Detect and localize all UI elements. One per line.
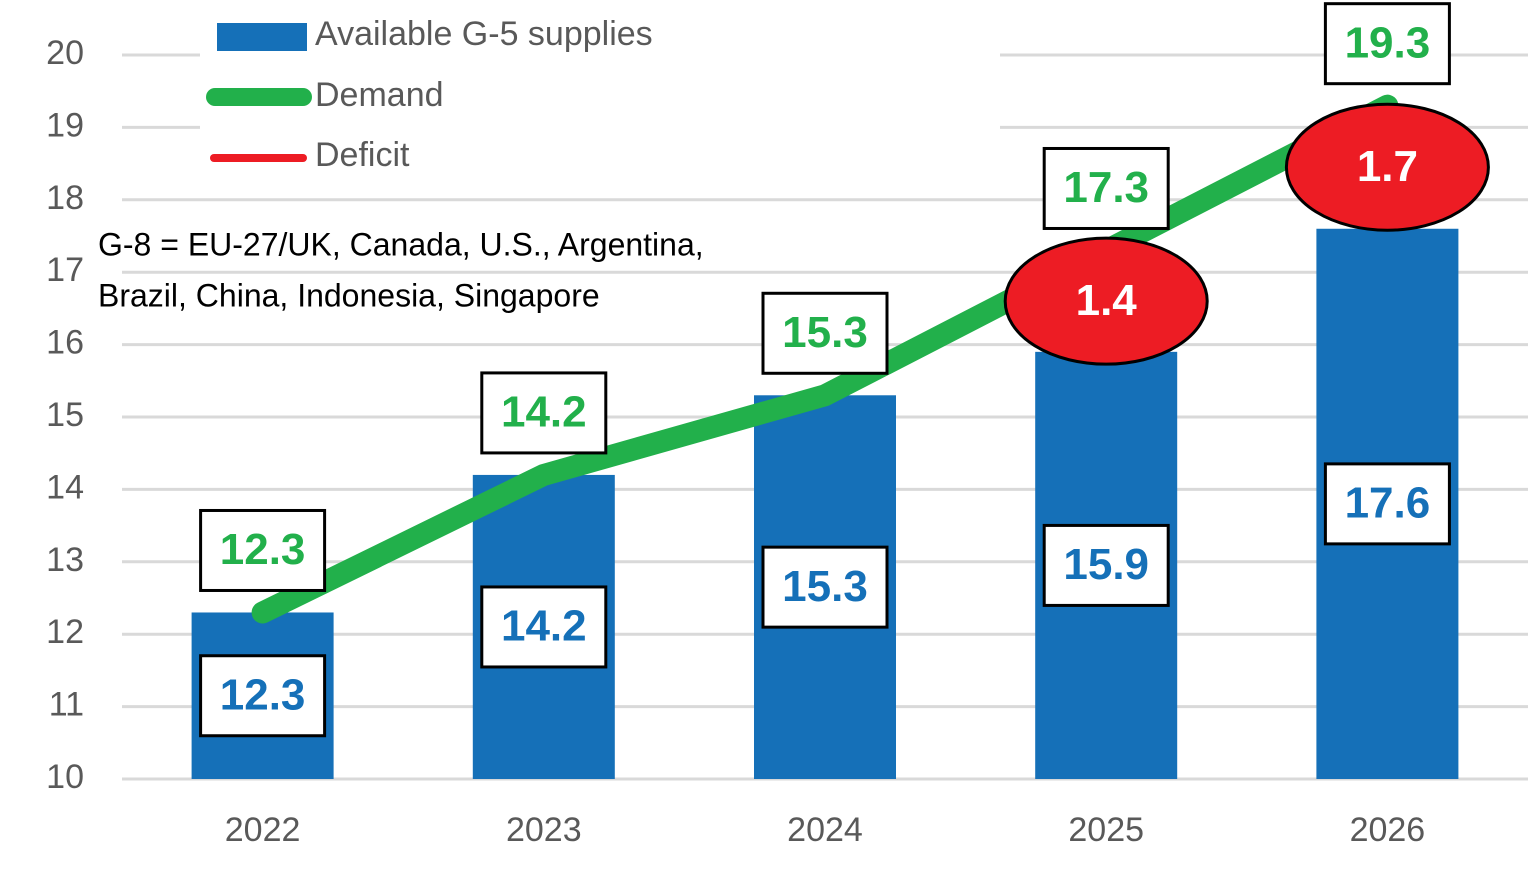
legend-background — [200, 0, 1000, 135]
value-label: 15.3 — [782, 562, 868, 611]
legend-label: Available G-5 supplies — [315, 15, 653, 53]
x-tick-label: 2025 — [1068, 811, 1144, 849]
deficit-marker — [1003, 236, 1209, 366]
deficit-marker — [1284, 102, 1490, 232]
label-box — [480, 585, 608, 669]
label-box — [199, 508, 327, 592]
legend-label: Demand — [315, 76, 444, 114]
value-label: 15.3 — [782, 308, 868, 357]
label-box — [199, 654, 327, 738]
label-box — [1042, 146, 1170, 230]
value-label: 15.9 — [1063, 540, 1149, 589]
legend-swatch — [217, 23, 307, 51]
value-label: 17.3 — [1063, 163, 1149, 212]
y-tick-label: 15 — [46, 396, 84, 434]
value-label: 12.3 — [220, 525, 306, 574]
y-tick-label: 17 — [46, 251, 84, 289]
x-tick-label: 2024 — [787, 811, 863, 849]
x-tick-label: 2023 — [506, 811, 582, 849]
y-tick-label: 19 — [46, 106, 84, 144]
y-tick-label: 20 — [46, 34, 84, 72]
value-label: 1.4 — [1076, 276, 1138, 325]
label-box — [480, 371, 608, 455]
demand-line — [251, 94, 1399, 624]
y-tick-label: 12 — [46, 613, 84, 651]
label-box — [761, 545, 889, 629]
label-box — [1323, 2, 1451, 86]
annotation: G-8 = EU-27/UK, Canada, U.S., Argentina, — [98, 226, 704, 262]
legend-label: Deficit — [315, 136, 410, 174]
y-tick-label: 16 — [46, 324, 84, 362]
value-label: 17.6 — [1345, 479, 1431, 528]
value-label: 14.2 — [501, 388, 587, 437]
value-label: 12.3 — [220, 670, 306, 719]
y-tick-label: 11 — [49, 686, 84, 724]
y-tick-label: 10 — [46, 758, 84, 796]
y-tick-label: 14 — [46, 468, 84, 506]
y-tick-label: 13 — [46, 541, 84, 579]
x-tick-label: 2022 — [225, 811, 301, 849]
label-box — [1323, 462, 1451, 546]
value-label: 19.3 — [1345, 18, 1431, 67]
annotation: Brazil, China, Indonesia, Singapore — [98, 277, 600, 313]
label-box — [761, 291, 889, 375]
x-tick-label: 2026 — [1350, 811, 1426, 849]
value-label: 14.2 — [501, 602, 587, 651]
value-label: 1.7 — [1357, 142, 1418, 191]
y-tick-label: 18 — [46, 179, 84, 217]
label-box — [1042, 523, 1170, 607]
